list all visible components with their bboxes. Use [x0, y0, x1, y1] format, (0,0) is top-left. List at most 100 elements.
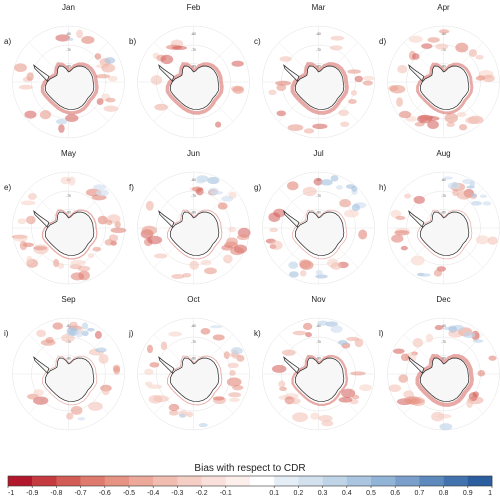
antarctica-continent — [169, 211, 220, 256]
negative-bias-area — [65, 114, 79, 123]
negative-bias-area — [39, 110, 52, 120]
positive-bias-area — [221, 195, 234, 202]
ring-label: -70 — [66, 48, 71, 52]
negative-bias-area — [87, 253, 95, 259]
negative-bias-area — [268, 89, 277, 96]
ring-label: -60 — [316, 324, 321, 328]
negative-bias-area — [416, 114, 432, 124]
ring-label: -70 — [441, 48, 446, 52]
negative-bias-area — [168, 403, 180, 412]
negative-bias-area — [186, 411, 194, 418]
panel-label: g) — [254, 183, 261, 192]
negative-bias-area — [404, 396, 418, 404]
negative-bias-area — [276, 83, 287, 92]
negative-bias-area — [388, 384, 402, 392]
negative-bias-area — [230, 246, 245, 256]
colorbar-bin — [467, 476, 493, 486]
negative-bias-area — [26, 72, 34, 81]
positive-bias-area — [448, 325, 457, 333]
negative-bias-area — [160, 341, 168, 351]
coastal-bias-band — [291, 354, 349, 407]
negative-bias-area — [14, 63, 27, 73]
colorbar-tick-label: 0.6 — [390, 490, 400, 497]
ring-label: -70 — [316, 194, 321, 198]
colorbar-tick-label: 0.4 — [342, 490, 352, 497]
colorbar-bin — [274, 476, 299, 486]
ring-label: -80 — [191, 210, 196, 214]
negative-bias-area — [153, 253, 168, 259]
negative-bias-area — [228, 392, 242, 398]
colorbar-tick-label: 0.1 — [269, 490, 279, 497]
negative-bias-area — [104, 239, 114, 246]
antarctica-continent — [419, 65, 470, 110]
ring-label: -60 — [191, 32, 196, 36]
ring-label: -70 — [441, 194, 446, 198]
positive-bias-area — [462, 331, 476, 339]
antarctica-continent — [44, 211, 95, 256]
ring-label: -70 — [316, 48, 321, 52]
negative-bias-area — [40, 339, 56, 346]
panel-label: k) — [254, 329, 261, 338]
colorbar-tick-label: -0.2 — [196, 490, 208, 497]
negative-bias-area — [144, 368, 154, 375]
negative-bias-area — [182, 272, 192, 278]
positive-bias-area — [479, 194, 488, 199]
negative-bias-area — [395, 215, 406, 220]
negative-bias-area — [482, 74, 495, 82]
ring-label: -60 — [191, 178, 196, 182]
ring-label: -70 — [191, 48, 196, 52]
antarctica-continent — [294, 211, 345, 256]
antarctic-peninsula — [33, 356, 50, 374]
map-panel-nov: Nov k) -80 -70 -60 — [254, 295, 375, 431]
colorbar-bin — [201, 476, 226, 486]
negative-bias-area — [330, 35, 345, 41]
negative-bias-area — [28, 193, 37, 200]
negative-bias-area — [227, 362, 239, 369]
map-panel-jan: Jan a) -80 -70 -60 — [4, 3, 125, 139]
negative-bias-area — [204, 267, 217, 275]
negative-bias-area — [310, 412, 320, 420]
positive-bias-area — [55, 118, 68, 125]
colorbar-bin — [322, 476, 347, 486]
ring-label: -70 — [316, 340, 321, 344]
positive-bias-area — [198, 422, 208, 428]
positive-bias-area — [82, 330, 89, 337]
negative-bias-area — [393, 348, 405, 354]
negative-bias-area — [66, 412, 74, 420]
negative-bias-area — [421, 43, 433, 49]
map-panel-oct: Oct j) -80 -70 -60 — [128, 295, 250, 431]
positive-bias-area — [451, 181, 458, 188]
negative-bias-area — [149, 362, 160, 368]
antarctica-continent — [44, 357, 95, 402]
positive-bias-area — [345, 184, 356, 189]
colorbar-tick-label: -1 — [8, 490, 14, 497]
negative-bias-area — [347, 69, 361, 74]
negative-bias-area — [96, 98, 104, 106]
negative-bias-area — [195, 187, 204, 196]
antarctic-peninsula — [408, 210, 425, 228]
colorbar-bin — [104, 476, 130, 486]
positive-bias-area — [320, 179, 333, 186]
negative-bias-area — [487, 236, 498, 245]
colorbar-bin — [250, 476, 275, 486]
negative-bias-area — [269, 240, 283, 250]
negative-bias-area — [57, 262, 65, 269]
negative-bias-area — [26, 393, 39, 400]
positive-bias-area — [330, 175, 339, 182]
antarctic-peninsula — [158, 64, 175, 82]
negative-bias-area — [147, 384, 163, 389]
negative-bias-area — [278, 380, 286, 388]
positive-bias-area — [288, 261, 299, 269]
negative-bias-area — [217, 202, 228, 210]
negative-bias-area — [92, 246, 102, 252]
negative-bias-area — [60, 176, 71, 185]
antarctic-peninsula — [283, 356, 300, 374]
antarctica-continent — [169, 65, 220, 110]
negative-bias-area — [456, 190, 472, 200]
panel-label: a) — [4, 37, 11, 46]
positive-bias-area — [330, 325, 343, 333]
negative-bias-area — [466, 398, 473, 409]
ring-label: -70 — [66, 194, 71, 198]
